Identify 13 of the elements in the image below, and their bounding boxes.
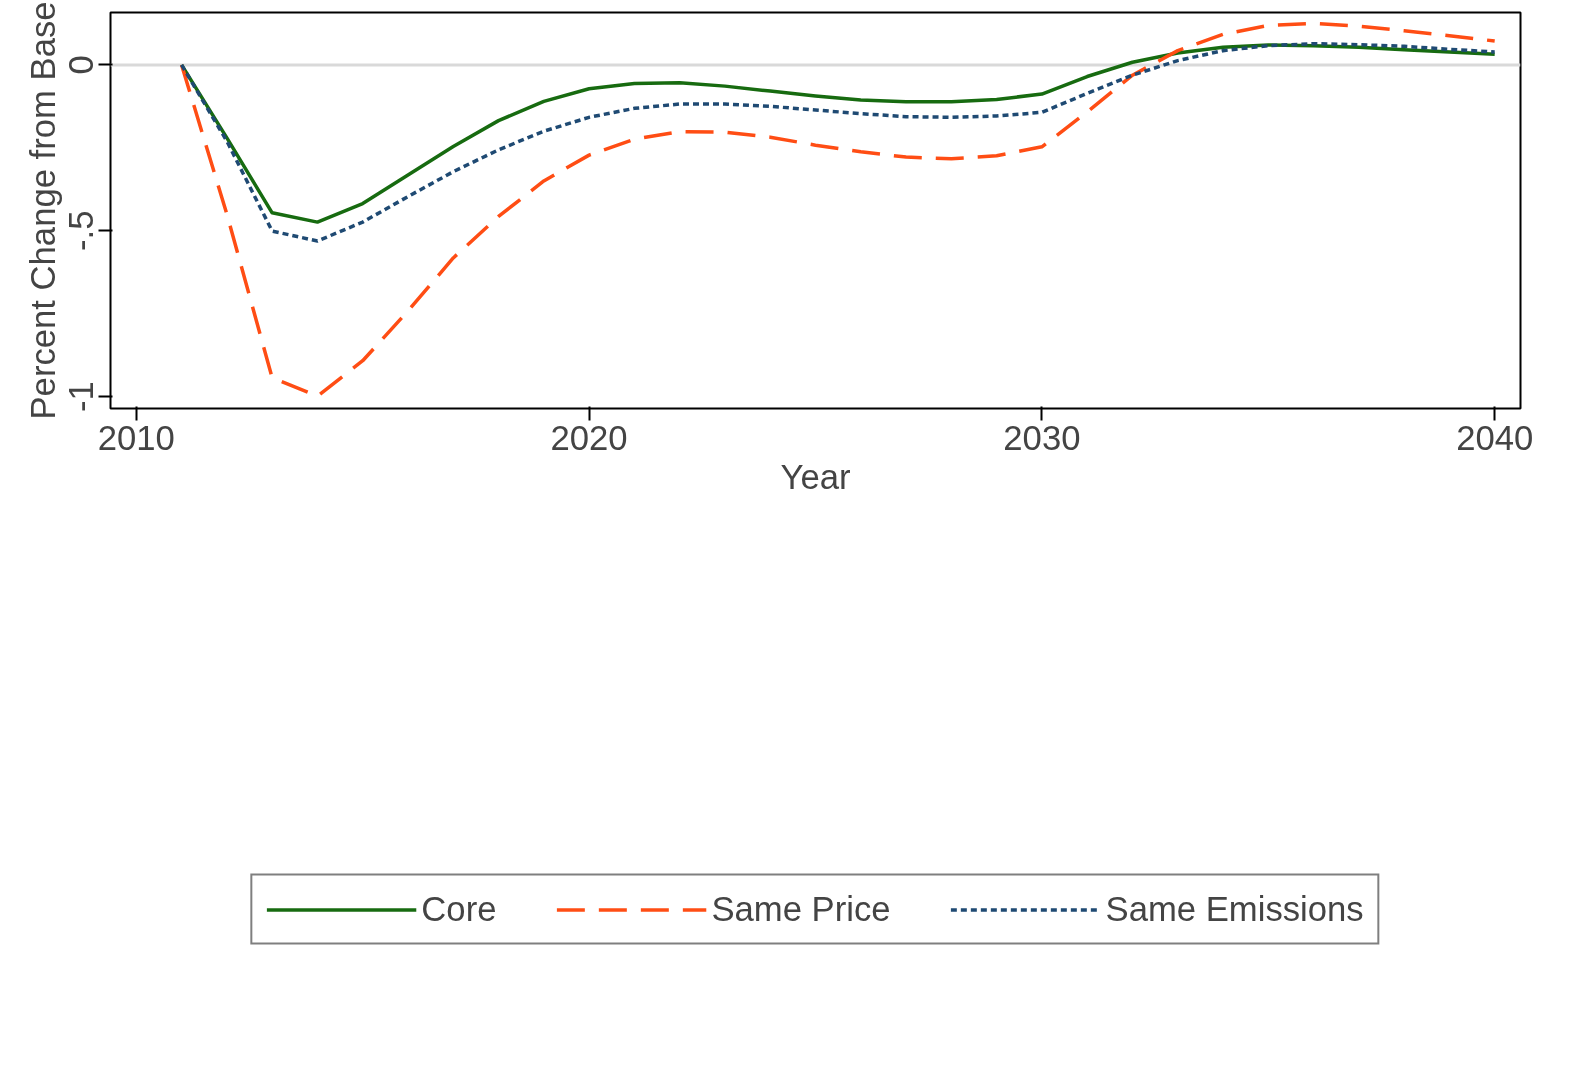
line-series [179,21,1497,398]
legend-label: Same Price [711,889,891,929]
y-axis-title: Percent Change from Base [23,1,62,420]
x-tick-label: 2030 [1003,418,1081,457]
x-axis-title: Year [780,457,851,496]
x-tick-label: 2040 [1456,418,1534,457]
y-tick-label: -.5 [62,210,101,251]
x-tick-label: 2020 [550,418,628,457]
legend-label: Core [421,889,497,929]
y-tick-label: -1 [62,381,101,412]
x-tick-label: 2010 [97,418,175,457]
y-tick-label: 0 [62,55,101,75]
legend-label: Same Emissions [1105,889,1364,929]
